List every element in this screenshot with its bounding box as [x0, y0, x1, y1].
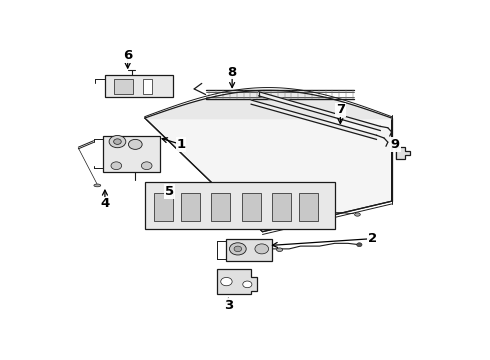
Polygon shape [217, 269, 257, 294]
Circle shape [109, 135, 126, 148]
Text: 1: 1 [176, 138, 185, 151]
Circle shape [114, 139, 121, 144]
Circle shape [128, 139, 142, 149]
Bar [143, 79, 152, 94]
Circle shape [234, 246, 242, 252]
Bar [115, 79, 133, 94]
Ellipse shape [94, 184, 101, 187]
Text: 4: 4 [100, 198, 110, 211]
Circle shape [142, 162, 152, 170]
Polygon shape [145, 182, 335, 229]
Bar [211, 193, 230, 221]
Text: 7: 7 [336, 103, 345, 116]
Bar [154, 193, 173, 221]
Bar [298, 193, 318, 221]
Text: 6: 6 [123, 49, 132, 62]
Polygon shape [105, 75, 173, 97]
Polygon shape [396, 147, 410, 159]
Polygon shape [103, 136, 160, 172]
Bar [181, 193, 200, 221]
Circle shape [220, 278, 232, 286]
Ellipse shape [355, 213, 360, 216]
Circle shape [243, 281, 252, 288]
Polygon shape [259, 92, 380, 131]
Polygon shape [145, 118, 392, 232]
Text: 9: 9 [391, 138, 400, 151]
Ellipse shape [276, 248, 283, 252]
Bar [242, 193, 261, 221]
Circle shape [255, 244, 269, 254]
Circle shape [111, 162, 122, 170]
Circle shape [357, 243, 362, 247]
Text: 3: 3 [224, 299, 233, 312]
Polygon shape [226, 239, 272, 261]
Polygon shape [251, 100, 376, 139]
Text: 5: 5 [165, 185, 174, 198]
Text: 8: 8 [227, 66, 237, 79]
Text: 2: 2 [368, 232, 377, 245]
Bar [272, 193, 291, 221]
Circle shape [229, 243, 246, 255]
